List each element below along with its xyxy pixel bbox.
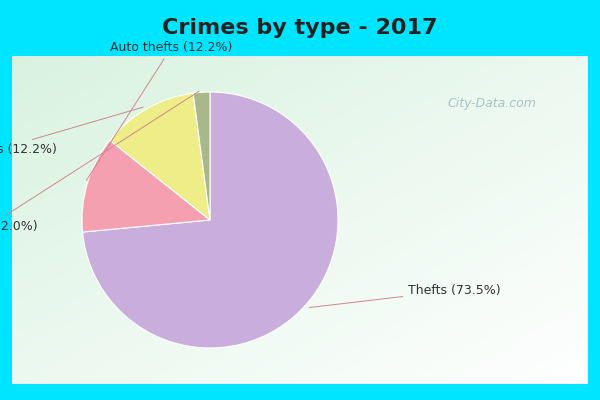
Text: Auto thefts (12.2%): Auto thefts (12.2%) bbox=[86, 41, 233, 180]
Text: Assaults (2.0%): Assaults (2.0%) bbox=[0, 91, 199, 233]
Wedge shape bbox=[110, 93, 210, 220]
Wedge shape bbox=[83, 92, 338, 348]
Text: Thefts (73.5%): Thefts (73.5%) bbox=[310, 284, 501, 308]
Text: City-Data.com: City-Data.com bbox=[448, 98, 536, 110]
Wedge shape bbox=[82, 140, 210, 232]
Text: Burglaries (12.2%): Burglaries (12.2%) bbox=[0, 107, 143, 156]
Text: Crimes by type - 2017: Crimes by type - 2017 bbox=[162, 18, 438, 38]
Wedge shape bbox=[193, 92, 210, 220]
